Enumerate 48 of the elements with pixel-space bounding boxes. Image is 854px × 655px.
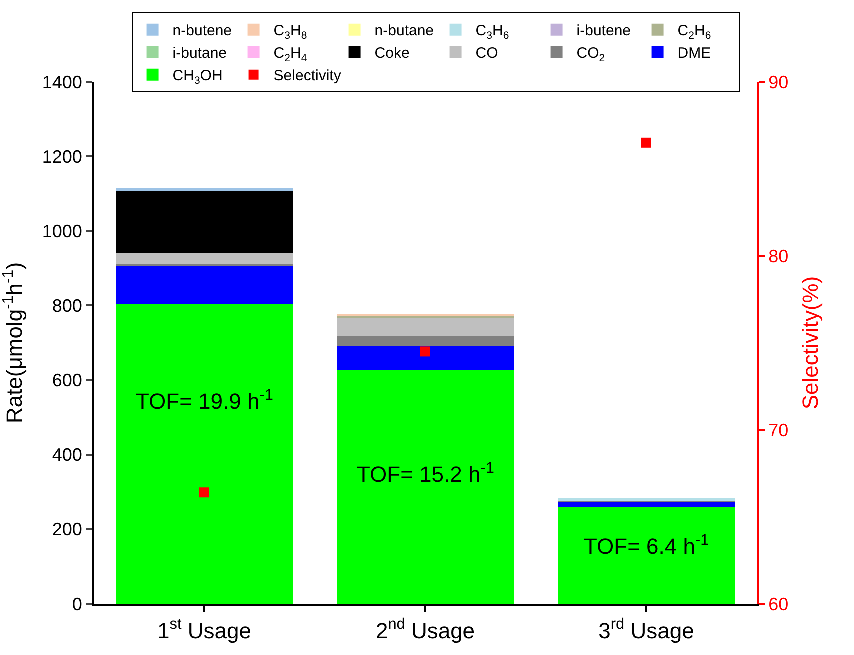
y2-tick-label: 90: [768, 72, 789, 92]
bar: [337, 370, 514, 604]
bar: [558, 502, 735, 508]
y-tick-label: 1200: [42, 146, 82, 167]
legend-label: Coke: [374, 45, 410, 62]
y2-tick-label: 60: [768, 594, 789, 614]
point: [420, 346, 430, 357]
point: [200, 488, 210, 498]
y2-tick-label: 70: [768, 420, 789, 440]
legend-label: C$_{3}$H$_{6}$: [476, 22, 510, 42]
y2-tick-label: 80: [768, 246, 789, 266]
legend-label: n-butane: [374, 22, 434, 40]
legend-label: C$_{2}$H$_{6}$: [678, 22, 712, 42]
point: [642, 138, 652, 148]
bar: [116, 254, 293, 264]
legend-label: CH$_{3}$OH: [172, 68, 223, 87]
legend-label: n-butene: [172, 22, 232, 40]
bar: [337, 336, 514, 346]
y2-axis-title: Selectivity(%): [798, 276, 824, 410]
bar: [558, 507, 735, 604]
legend-label: CO$_{2}$: [576, 45, 606, 64]
bar: [116, 190, 293, 254]
bar: [116, 304, 293, 604]
bar: [116, 264, 293, 267]
annotation: TOF= 6.4 h$^{-1}$: [584, 532, 710, 560]
y-tick-label: 200: [52, 520, 82, 540]
legend-label: CO: [476, 45, 498, 62]
x-tick-label: 3$^{rd}$ Usage: [598, 616, 694, 644]
annotation: TOF= 19.9 h$^{-1}$: [136, 387, 274, 414]
legend-label: i-butene: [576, 22, 632, 40]
legend-label: Selectivity: [274, 68, 342, 85]
y-tick-label: 0: [72, 594, 82, 614]
y-tick-label: 600: [52, 370, 82, 391]
bar: [558, 498, 735, 502]
x-tick-label: 2$^{nd}$ Usage: [376, 616, 476, 644]
annotation: TOF= 15.2 h$^{-1}$: [357, 460, 494, 488]
bar: [337, 318, 514, 337]
bar: [116, 266, 293, 304]
x-tick-label: 1$^{st}$ Usage: [158, 616, 252, 644]
legend-label: C$_{2}$H$_{4}$: [274, 45, 308, 64]
legend-label: DME: [678, 45, 712, 62]
y-tick-label: 1400: [42, 72, 82, 92]
legend-label: C$_{3}$H$_{8}$: [274, 22, 308, 42]
legend-label: i-butane: [172, 45, 228, 62]
y-tick-label: 400: [52, 445, 82, 466]
bar: [337, 346, 514, 370]
y-tick-label: 1000: [42, 221, 82, 242]
y-tick-label: 800: [52, 296, 82, 316]
